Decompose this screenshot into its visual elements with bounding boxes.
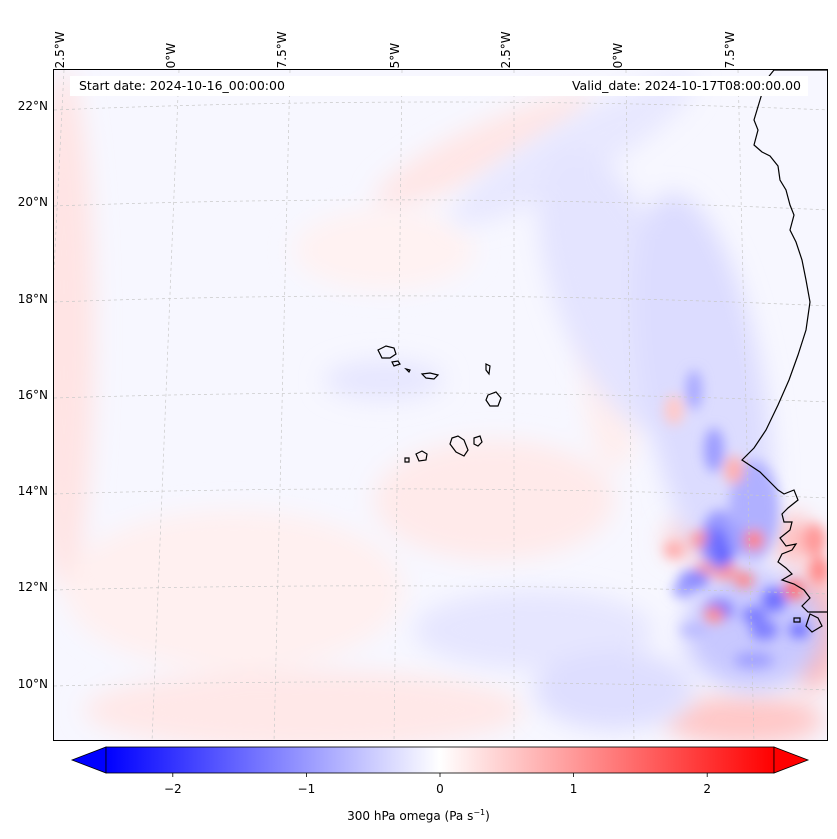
colorbar-bar (70, 746, 810, 777)
colorbar-tick-label: −2 (163, 782, 182, 796)
island-sao-nicolau (420, 372, 440, 380)
island-fogo (415, 450, 428, 462)
colorbar-label-exponent: −1 (473, 808, 486, 817)
colorbar-tick-label: −1 (297, 782, 316, 796)
island-sao-vicente (391, 360, 401, 367)
coast-island-2 (793, 617, 801, 623)
island-boa-vista (485, 391, 502, 407)
colorbar-gradient (105, 746, 775, 774)
island-brava (404, 457, 410, 463)
island-santo-antao (377, 345, 397, 359)
lat-label-18n: 18°N (17, 292, 48, 306)
colorbar-tick-marks (172, 773, 708, 777)
map-header-band (70, 76, 808, 96)
lat-label-12n: 12°N (17, 580, 48, 594)
west-africa-coastline (741, 70, 827, 613)
island-sal (485, 363, 491, 376)
strong-omega-features (664, 370, 827, 668)
lat-label-20n: 20°N (17, 195, 48, 209)
colorbar-label: 300 hPa omega (Pa s−1) (0, 808, 837, 823)
valid-date-label: Valid_date: 2024-10-17T08:00:00.00 (571, 78, 801, 93)
island-santa-luzia (404, 367, 411, 374)
start-date-label: Start date: 2024-10-16_00:00:00 (79, 78, 285, 93)
omega-field-map (54, 70, 827, 740)
graticule-lines (54, 70, 827, 740)
cape-verde-islands (377, 345, 502, 463)
lat-label-22n: 22°N (17, 99, 48, 113)
lat-label-10n: 10°N (17, 677, 48, 691)
colorbar-tick-label: 0 (436, 782, 444, 796)
map-frame (53, 69, 828, 741)
colorbar-label-prefix: 300 hPa omega (Pa s (347, 809, 474, 823)
colorbar-tick-label: 2 (703, 782, 712, 796)
lat-label-16n: 16°N (17, 388, 48, 402)
colorbar-tick-label: 1 (569, 782, 578, 796)
colorbar-extend-max (773, 746, 810, 774)
lat-label-14n: 14°N (17, 484, 48, 498)
island-maio (473, 435, 483, 447)
island-santiago (449, 435, 469, 457)
coast-island-1 (805, 613, 823, 633)
colorbar-label-suffix: ) (485, 809, 490, 823)
colorbar-extend-min (70, 746, 107, 774)
